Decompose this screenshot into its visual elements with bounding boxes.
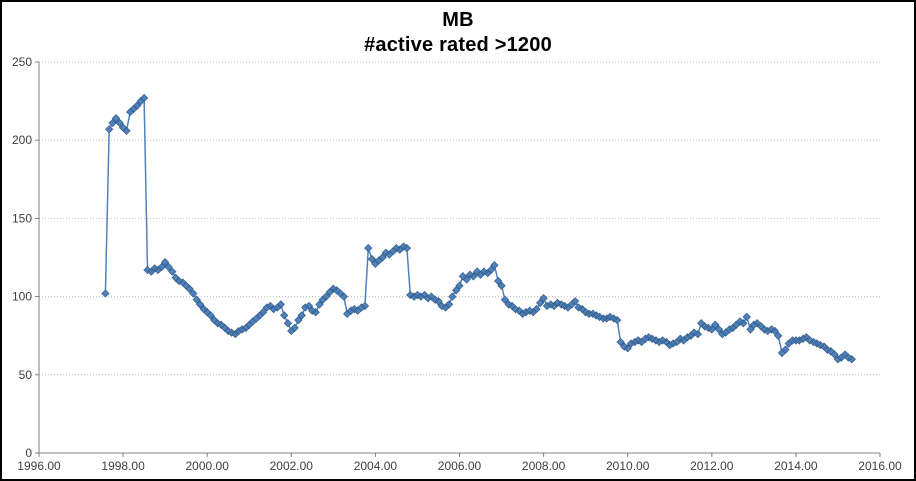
y-axis-labels: 0 50 100 150 200 250 <box>12 55 32 460</box>
axes <box>35 61 881 457</box>
y-tick-label: 200 <box>12 133 32 147</box>
y-tick-label: 250 <box>12 55 32 69</box>
x-tick-label: 2016.00 <box>858 459 902 473</box>
x-tick-label: 2006.00 <box>438 459 482 473</box>
series-markers <box>101 93 856 364</box>
x-tick-label: 1996.00 <box>17 459 61 473</box>
chart-title: MB <box>442 9 474 31</box>
x-tick-label: 2010.00 <box>606 459 650 473</box>
x-tick-label: 1998.00 <box>101 459 145 473</box>
x-axis-labels: 1996.00 1998.00 2000.00 2002.00 2004.00 2006.… <box>17 459 902 473</box>
x-tick-label: 2014.00 <box>774 459 818 473</box>
series-marker-diamonds <box>101 93 856 364</box>
gridlines <box>39 61 880 376</box>
x-tick-label: 2008.00 <box>522 459 566 473</box>
y-tick-label: 100 <box>12 290 32 304</box>
x-tick-label: 2000.00 <box>186 459 230 473</box>
x-tick-label: 2004.00 <box>354 459 398 473</box>
chart-subtitle: #active rated >1200 <box>364 34 552 56</box>
x-tick-label: 2002.00 <box>270 459 314 473</box>
x-tick-label: 2012.00 <box>690 459 734 473</box>
y-tick-label: 50 <box>19 368 33 382</box>
y-tick-label: 0 <box>25 446 32 460</box>
y-tick-label: 150 <box>12 211 32 225</box>
